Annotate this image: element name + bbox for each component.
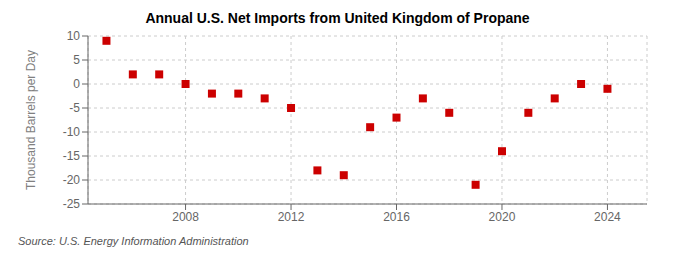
svg-text:-25: -25 [63, 197, 81, 211]
html-text:Annual U.S. Net Imports from U: Annual U.S. Net Imports from United King… [145, 10, 530, 26]
svg-text:-5: -5 [69, 101, 80, 115]
svg-text:-15: -15 [63, 149, 81, 163]
svg-text:10: 10 [67, 29, 81, 43]
svg-text:2008: 2008 [172, 210, 199, 224]
svg-text:2012: 2012 [278, 210, 305, 224]
svg-text:-10: -10 [63, 125, 81, 139]
html-text:Source: U.S. Energy Informatio: Source: U.S. Energy Information Administ… [18, 235, 249, 247]
svg-text:2020: 2020 [489, 210, 516, 224]
svg-text:5: 5 [73, 53, 80, 67]
svg-text:0: 0 [73, 77, 80, 91]
svg-text:-20: -20 [63, 173, 81, 187]
svg-text:2024: 2024 [594, 210, 621, 224]
svg-text:Thousand Barrels per Day: Thousand Barrels per Day [24, 50, 38, 190]
svg-text:2016: 2016 [383, 210, 410, 224]
